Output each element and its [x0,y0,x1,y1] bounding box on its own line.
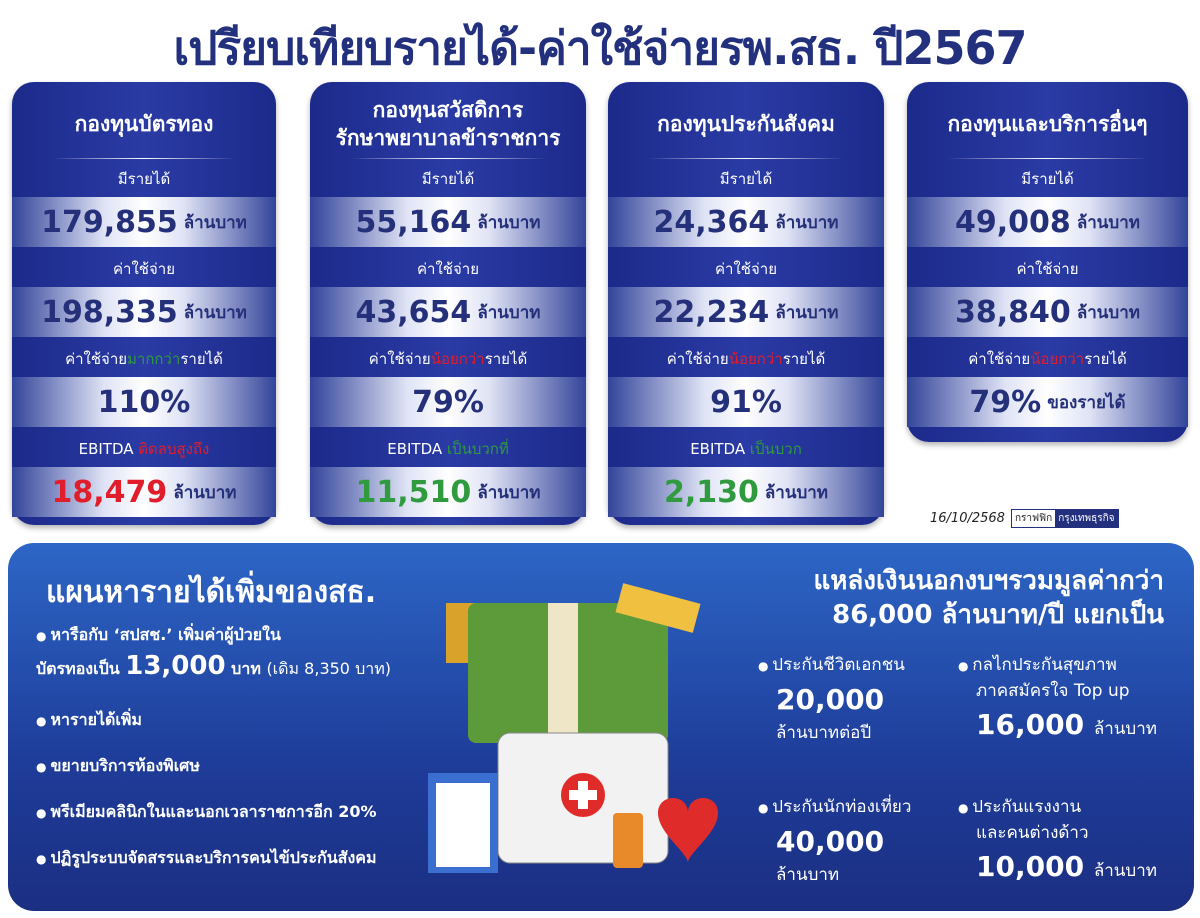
ebitda-value: 11,510 ล้านบาท [310,467,586,517]
expense-value: 43,654 ล้านบาท [310,287,586,337]
ratio-label: ค่าใช้จ่ายมากกว่ารายได้ [65,350,223,368]
fund-card: กองทุนสวัสดิการ รักษาพยาบาลข้าราชการ มีร… [310,82,586,525]
expense-label: ค่าใช้จ่าย [417,260,479,278]
expense-value: 38,840 ล้านบาท [907,287,1188,337]
fund-name: กองทุนและบริการอื่นๆ [947,111,1148,136]
fund-name: กองทุนสวัสดิการ รักษาพยาบาลข้าราชการ [335,97,561,150]
ebitda-label: EBITDA เป็นบวกที่ [387,440,509,458]
income-value: 24,364 ล้านบาท [608,197,884,247]
ebitda-value: 18,479 ล้านบาท [12,467,276,517]
fund-card: กองทุนประกันสังคม มีรายได้ 24,364 ล้านบาท… [608,82,884,525]
income-value: 179,855 ล้านบาท [12,197,276,247]
expense-value: 22,234 ล้านบาท [608,287,884,337]
ratio-value: 91% [608,377,884,427]
plan-title: แผนหารายได้เพิ่มของสธ. [46,575,377,610]
income-label: มีรายได้ [719,170,773,188]
income-label: มีรายได้ [421,170,475,188]
expense-label: ค่าใช้จ่าย [1016,260,1079,278]
sources-title: แหล่งเงินนอกงบฯรวมมูลค่ากว่า 86,000 ล้านบ… [813,566,1164,630]
date: 16/10/2568 [930,511,1005,526]
income-label: มีรายได้ [117,170,171,188]
plan-list: หารือกับ ‘สปสช.’ เพิ่มค่าผู้ป่วยในบัตรทอ… [36,623,436,892]
brand-logo: กราฟฟิก กรุงเทพธุรกิจ [1010,509,1119,528]
ratio-value: 110% [12,377,276,427]
plan-item: พรีเมียมคลินิกในและนอกเวลาราชการอีก 20% [36,800,436,824]
fund-name: กองทุนประกันสังคม [657,111,835,136]
ratio-value: 79% [310,377,586,427]
ratio-label: ค่าใช้จ่ายน้อยกว่ารายได้ [968,350,1127,368]
divider [52,158,236,159]
expense-label: ค่าใช้จ่าย [715,260,777,278]
ratio-label: ค่าใช้จ่ายน้อยกว่ารายได้ [368,350,528,368]
fund-card: กองทุนและบริการอื่นๆ มีรายได้ 49,008 ล้าน… [907,82,1188,442]
plan-item: ปฏิรูประบบจัดสรรและบริการคนไข้ประกันสังค… [36,846,436,870]
fund-card: กองทุนบัตรทอง มีรายได้ 179,855 ล้านบาท ค่… [12,82,276,525]
bottom-panel: แผนหารายได้เพิ่มของสธ. หารือกับ ‘สปสช.’ … [8,543,1194,911]
plan-item: ขยายบริการห้องพิเศษ [36,754,436,778]
divider [350,158,546,159]
income-value: 49,008 ล้านบาท [907,197,1188,247]
page-title: เปรียบเทียบรายได้-ค่าใช้จ่ายรพ.สธ. ปี256… [173,21,1028,75]
plan-item: หารือกับ ‘สปสช.’ เพิ่มค่าผู้ป่วยในบัตรทอ… [36,623,436,686]
income-label: มีรายได้ [1021,170,1074,188]
ebitda-value: 2,130 ล้านบาท [608,467,884,517]
ratio-label: ค่าใช้จ่ายน้อยกว่ารายได้ [666,350,826,368]
fund-name: กองทุนบัตรทอง [74,111,214,136]
money-medical-illustration [428,583,718,873]
divider [947,158,1148,159]
ebitda-label: EBITDA ติดลบสูงถึง [78,440,210,458]
expense-value: 198,335 ล้านบาท [12,287,276,337]
ebitda-label: EBITDA เป็นบวก [690,440,802,458]
ratio-value: 79% ของรายได้ [907,377,1188,427]
divider [648,158,844,159]
income-value: 55,164 ล้านบาท [310,197,586,247]
plan-item: หารายได้เพิ่ม [36,708,436,732]
expense-label: ค่าใช้จ่าย [113,260,175,278]
credit: 16/10/2568 กราฟฟิก กรุงเทพธุรกิจ [930,509,1119,528]
